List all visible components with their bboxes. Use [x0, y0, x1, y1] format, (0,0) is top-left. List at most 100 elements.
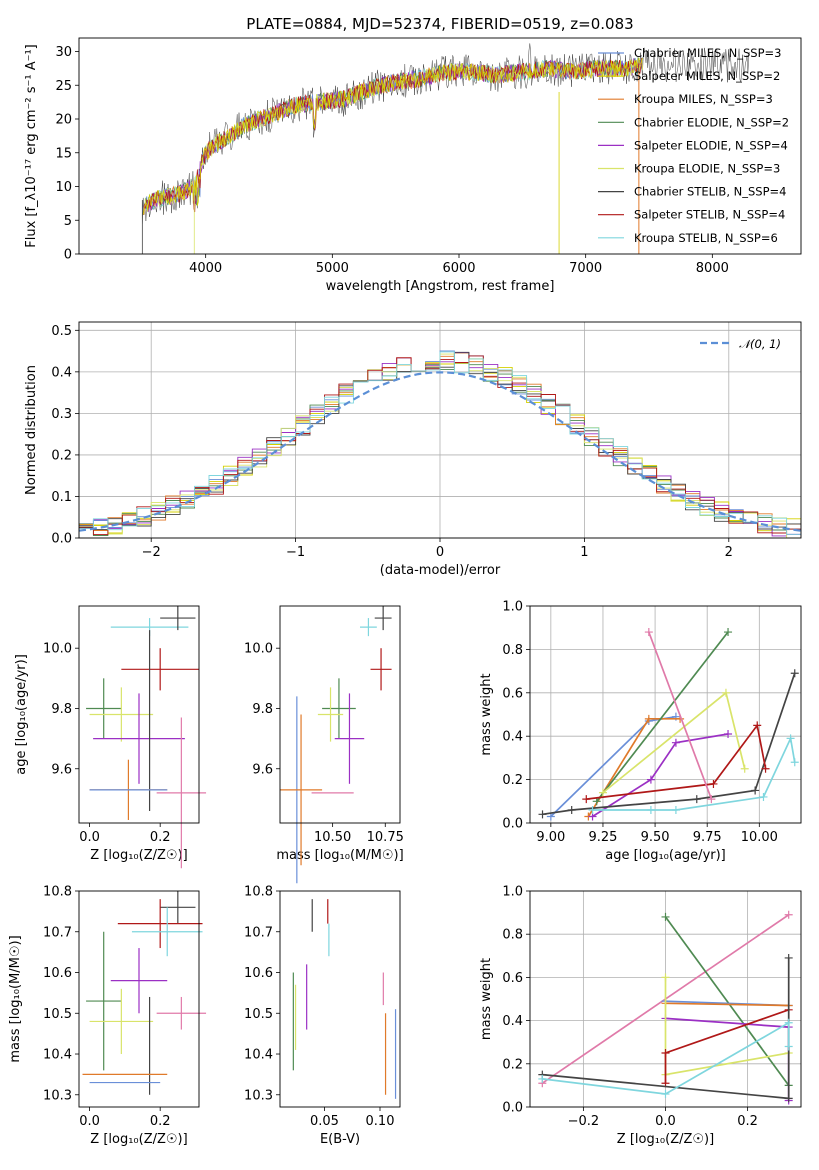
y-tick-label: 9.8	[252, 702, 273, 717]
y-tick-label: 15	[55, 146, 72, 161]
axes-frame	[78, 321, 802, 539]
weight-marker	[661, 973, 670, 982]
errorbar-point	[117, 899, 203, 949]
x-tick-label: 8000	[696, 261, 729, 276]
weight-series	[596, 631, 729, 802]
errorbar-point	[160, 891, 196, 924]
legend-label: Salpeter MILES, N_SSP=2	[634, 69, 780, 83]
weight-marker	[692, 795, 701, 804]
age-vs-metallicity-panel: 0.0 0.2 9.6 9.8 10.0 Z [log₁₀(Z/Z☉)] age [log₁…	[14, 605, 207, 869]
legend-label: Chabrier MILES, N_SSP=3	[634, 46, 781, 60]
figure-title: PLATE=0884, MJD=52374, FIBERID=0519, z=0…	[246, 15, 633, 33]
y-tick-label: 10.7	[244, 925, 273, 940]
axes-frame	[279, 890, 401, 1108]
errorbar-point	[280, 714, 323, 866]
y-tick-label: 10.8	[43, 885, 72, 900]
legend-label: Kroupa ELODIE, N_SSP=3	[634, 162, 780, 176]
axes-frame	[78, 37, 802, 255]
x-axis-label: age [log₁₀(age/yr)]	[605, 848, 726, 863]
x-tick-label: 4000	[189, 261, 222, 276]
y-tick-label: 0.0	[51, 532, 72, 547]
weight-marker	[721, 688, 730, 697]
weight-marker	[784, 910, 793, 919]
weight-marker	[661, 1090, 670, 1099]
residuals-panel: −2 −1 0 1 2 0.0 0.1 0.2 0.3 0.4 0.5 (data-model)/er…	[24, 321, 802, 578]
y-tick-label: 9.6	[51, 762, 72, 777]
spectrum-panel: 4000 5000 6000 7000 8000 0 5 10 15 20 25 30 waveleng…	[24, 37, 802, 294]
weight-marker	[671, 805, 680, 814]
y-tick-label: 10.3	[43, 1088, 72, 1103]
x-tick-label: 1	[580, 545, 588, 560]
axes-frame	[529, 890, 802, 1108]
y-tick-label: 0	[64, 248, 72, 263]
y-tick-label: 10.0	[244, 642, 273, 657]
x-axis-label: mass [log₁₀(M/M☉)]	[276, 848, 403, 863]
legend-label: Chabrier ELODIE, N_SSP=2	[634, 115, 789, 129]
y-tick-label: 0.3	[51, 407, 72, 422]
x-tick-label: 10.00	[741, 830, 778, 845]
x-tick-label: 9.75	[693, 830, 722, 845]
weight-marker	[784, 1018, 793, 1027]
errorbar-point	[374, 606, 392, 631]
x-tick-label: 0.2	[150, 1114, 171, 1129]
axes-frame	[279, 605, 401, 824]
weight-marker	[646, 775, 655, 784]
weight-marker	[761, 764, 770, 773]
weight-marker	[709, 779, 718, 788]
y-axis-label: age [log₁₀(age/yr)]	[14, 654, 29, 775]
x-axis-label: E(B-V)	[320, 1132, 360, 1147]
y-tick-label: 10.5	[244, 1007, 273, 1022]
errorbar-point	[86, 678, 122, 739]
y-tick-label: 25	[55, 79, 72, 94]
y-tick-label: 5	[64, 214, 72, 229]
errorbar-point	[334, 693, 365, 784]
weight-marker	[759, 792, 768, 801]
y-tick-label: 0.4	[502, 1014, 523, 1029]
weight-marker	[707, 795, 716, 804]
y-tick-label: 10.0	[43, 642, 72, 657]
errorbar-point	[131, 907, 203, 957]
weight-series	[550, 715, 677, 818]
y-tick-label: 0.2	[502, 773, 523, 788]
y-axis-label: mass weight	[479, 673, 494, 755]
weight-vs-age-panel: 9.00 9.25 9.50 9.75 10.00 0.0 0.2 0.4 0.6 0.8 1.0 a…	[479, 600, 802, 863]
x-axis-label: Z [log₁₀(Z/Z☉)]	[617, 1132, 714, 1147]
y-tick-label: 0.4	[502, 730, 523, 745]
y-tick-label: 10.7	[43, 925, 72, 940]
y-tick-label: 10.8	[244, 885, 273, 900]
weight-marker	[784, 953, 793, 962]
legend-label: Salpeter ELODIE, N_SSP=4	[634, 138, 788, 152]
weight-series	[648, 631, 713, 800]
mass-vs-ebv-panel: 0.05 0.10 10.3 10.4 10.5 10.6 10.7 10.8 E(B-V)	[244, 885, 401, 1147]
y-tick-label: 1.0	[502, 885, 523, 900]
weight-marker	[784, 1042, 793, 1051]
weight-series	[665, 1002, 789, 1007]
age-vs-mass-panel: 10.50 10.75 9.6 9.8 10.0 mass [log₁₀(M/M☉)]	[244, 605, 404, 884]
y-tick-label: 0.5	[51, 324, 72, 339]
y-tick-label: 10.4	[244, 1048, 273, 1063]
weight-marker	[661, 1049, 670, 1057]
y-tick-label: 0.8	[502, 928, 523, 943]
weight-marker	[790, 758, 799, 767]
x-tick-label: 0.0	[655, 1114, 676, 1129]
errorbar-point	[121, 648, 199, 691]
x-tick-label: 9.25	[588, 830, 617, 845]
errorbar-point	[322, 678, 356, 739]
errorbar-point	[89, 687, 154, 742]
x-tick-label: 2	[725, 545, 733, 560]
weight-marker	[582, 795, 591, 804]
weight-series	[542, 673, 796, 816]
y-tick-label: 9.8	[51, 702, 72, 717]
y-tick-label: 30	[55, 45, 72, 60]
errorbar-point	[160, 606, 196, 631]
x-axis-label: Z [log₁₀(Z/Z☉)]	[90, 1132, 187, 1147]
weight-marker	[588, 805, 597, 814]
y-tick-label: 0.4	[51, 365, 72, 380]
x-tick-label: 0.05	[310, 1114, 339, 1129]
y-tick-label: 0.6	[502, 686, 523, 701]
x-tick-label: 0.2	[737, 1114, 758, 1129]
weight-marker	[538, 810, 547, 819]
errorbar-point	[89, 988, 154, 1055]
weight-vs-metallicity-panel: −0.2 0.0 0.2 0.0 0.2 0.4 0.6 0.8 1.0 Z [log₁₀(Z/Z…	[479, 885, 802, 1147]
